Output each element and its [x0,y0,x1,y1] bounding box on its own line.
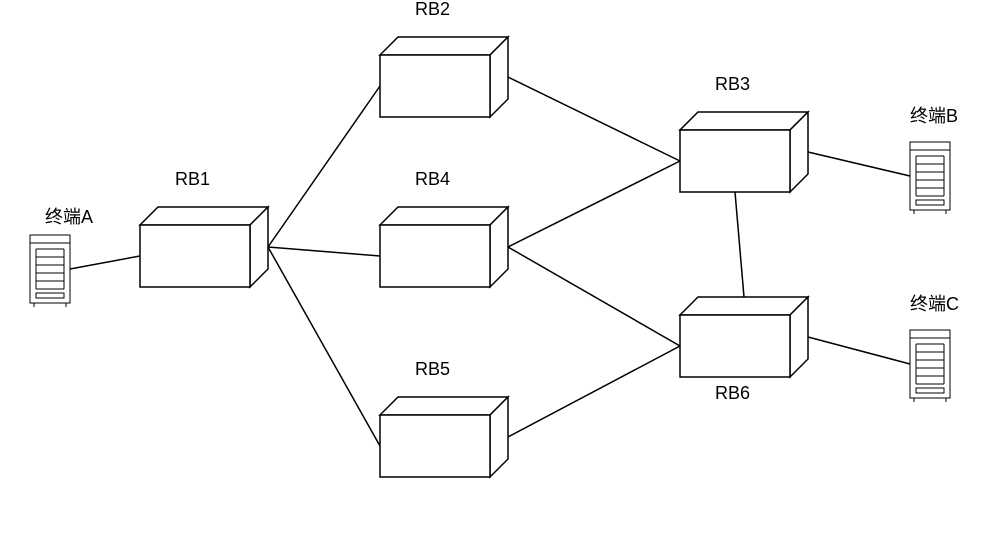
router-label-RB2: RB2 [415,0,450,19]
edge [808,152,910,176]
edge [508,77,680,161]
router-label-RB1: RB1 [175,169,210,189]
router-RB4: RB4 [380,169,508,287]
edge [268,247,380,256]
router-RB6: RB6 [680,297,808,403]
router-label-RB3: RB3 [715,74,750,94]
terminal-label-C: 终端C [910,294,959,314]
edge [735,192,744,297]
edge [808,337,910,364]
terminal-A: 终端A [30,207,93,307]
router-RB3: RB3 [680,74,808,192]
terminal-label-B: 终端B [910,106,958,126]
network-diagram: RB1 RB2 RB3 RB4 RB5 RB6 终端A 终端B 终端C [0,0,1000,542]
edge [508,346,680,437]
edge [508,247,680,346]
router-RB1: RB1 [140,169,268,287]
edge [70,256,140,269]
terminal-C: 终端C [910,294,959,402]
router-label-RB4: RB4 [415,169,450,189]
router-RB2: RB2 [380,0,508,117]
terminal-B: 终端B [910,106,958,214]
edge [268,247,380,446]
terminal-label-A: 终端A [45,207,93,227]
nodes-layer: RB1 RB2 RB3 RB4 RB5 RB6 终端A 终端B 终端C [30,0,959,477]
edge [268,86,380,247]
router-RB5: RB5 [380,359,508,477]
edge [508,161,680,247]
router-label-RB5: RB5 [415,359,450,379]
router-label-RB6: RB6 [715,383,750,403]
